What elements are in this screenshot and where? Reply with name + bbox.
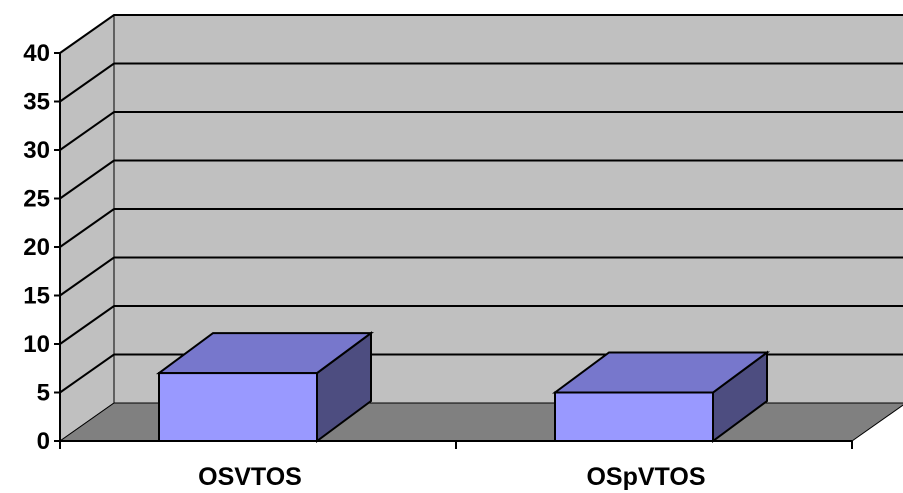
bars	[155, 331, 771, 443]
y-tick-label: 25	[23, 186, 50, 213]
gridlines	[59, 14, 903, 394]
y-tick-label: 35	[23, 89, 50, 116]
y-tick-label: 0	[37, 428, 50, 455]
bar	[551, 350, 771, 443]
gridline	[59, 256, 903, 297]
x-category-label: OSpVTOS	[586, 463, 705, 491]
bar-front	[554, 391, 714, 442]
gridline	[59, 208, 903, 248]
category-labels: OSVTOS OSpVTOS	[198, 463, 705, 491]
gridline	[59, 62, 903, 103]
y-tick-label: 30	[23, 137, 50, 164]
y-tick-label: 40	[23, 40, 50, 67]
bar-front	[158, 372, 318, 443]
x-category-label: OSVTOS	[198, 463, 302, 491]
y-tick-label: 10	[23, 331, 50, 358]
gridline	[59, 305, 903, 345]
gridline	[59, 111, 903, 151]
y-tick-label: 15	[23, 283, 50, 310]
y-tick-label: 5	[37, 380, 50, 407]
y-tick-labels: 0 5 10 15 20 25 30 35 40	[23, 40, 50, 455]
y-tick-label: 20	[23, 234, 50, 261]
gridline	[59, 159, 903, 200]
gridline	[59, 14, 903, 54]
bar	[155, 331, 375, 443]
